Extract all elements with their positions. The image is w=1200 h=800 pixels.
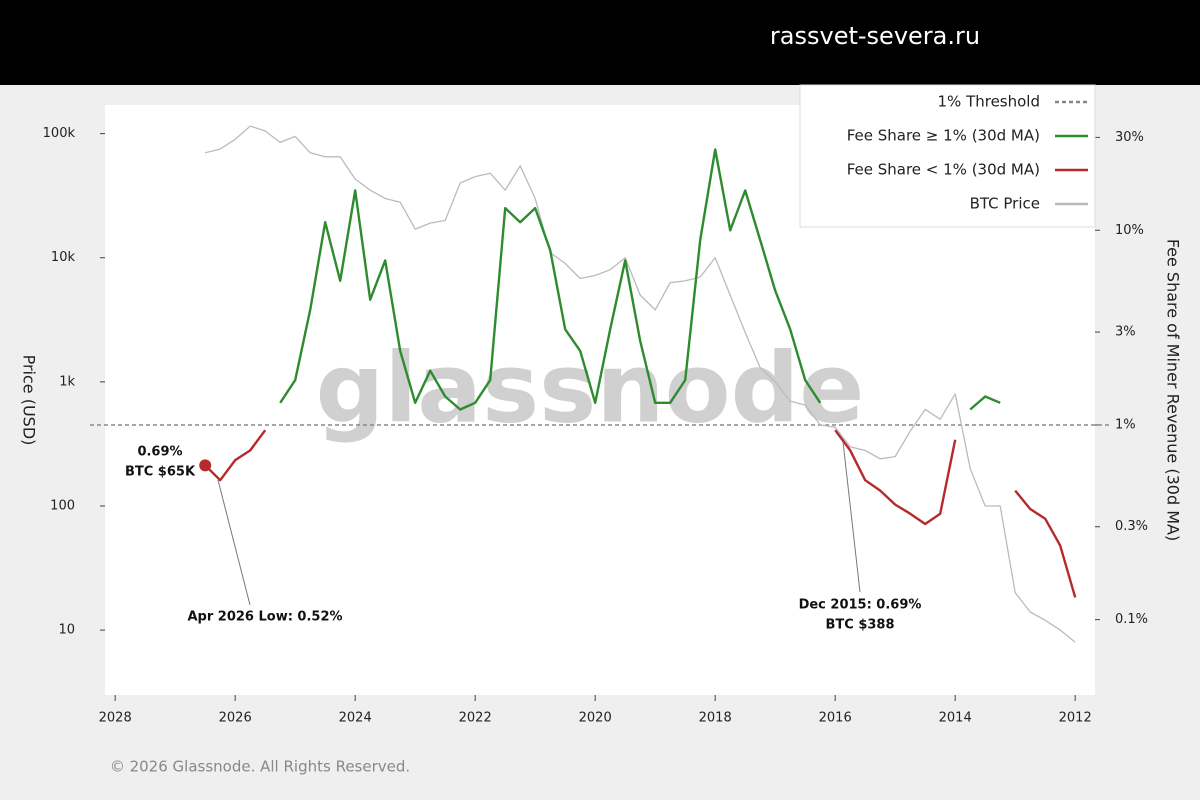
y2-tick-label: 1% xyxy=(1115,417,1136,432)
x-tick-label: 2014 xyxy=(939,711,972,726)
x-tick-label: 2024 xyxy=(339,711,372,726)
leader-line xyxy=(217,479,251,606)
fee-share-line xyxy=(279,148,1001,411)
leader-line xyxy=(842,441,861,593)
y2-tick-label: 0.1% xyxy=(1115,612,1148,627)
y2-tick-label: 30% xyxy=(1115,130,1144,145)
y-tick-label: 10 xyxy=(58,623,75,638)
annotation: 0.69% xyxy=(137,445,182,460)
legend: 1% Threshold Fee Share ≥ 1% (30d MA) Fee S… xyxy=(799,84,1096,228)
annotation: Apr 2026 Low: 0.52% xyxy=(187,610,342,625)
y2-tick-label: 10% xyxy=(1115,223,1144,238)
y2-tick-label: 3% xyxy=(1115,325,1136,340)
x-tick-label: 2028 xyxy=(99,711,132,726)
x-tick-label: 2012 xyxy=(1059,711,1092,726)
x-tick-label: 2018 xyxy=(699,711,732,726)
x-tick-label: 2026 xyxy=(219,711,252,726)
legend-label: Fee Share < 1% (30d MA) xyxy=(847,161,1040,179)
annotation: BTC $65K xyxy=(125,465,196,480)
latest-point xyxy=(199,459,212,472)
site-name: rassvet-severa.ru xyxy=(770,22,980,50)
x-tick-label: 2016 xyxy=(819,711,852,726)
y2-tick-label: 0.3% xyxy=(1115,519,1148,534)
y-tick-label: 10k xyxy=(51,250,76,265)
y-tick-label: 100k xyxy=(43,126,76,141)
y-tick-label: 100 xyxy=(50,498,75,513)
y-axis-title: Price (USD) xyxy=(20,355,39,446)
price-line xyxy=(205,125,1076,643)
annotation: Dec 2015: 0.69% xyxy=(799,598,922,613)
x-tick-label: 2020 xyxy=(579,711,612,726)
annotation: BTC $388 xyxy=(825,618,894,633)
fee-share-line xyxy=(204,429,1077,598)
y2-axis-title: Fee Share of Miner Revenue (30d MA) xyxy=(1164,239,1183,541)
legend-label: BTC Price xyxy=(970,195,1040,213)
legend-label: Fee Share ≥ 1% (30d MA) xyxy=(847,127,1040,145)
legend-box xyxy=(799,84,1096,228)
copyright: © 2026 Glassnode. All Rights Reserved. xyxy=(110,758,410,776)
y-tick-label: 1k xyxy=(59,374,75,389)
legend-label: 1% Threshold xyxy=(938,93,1041,111)
x-tick-label: 2022 xyxy=(459,711,492,726)
